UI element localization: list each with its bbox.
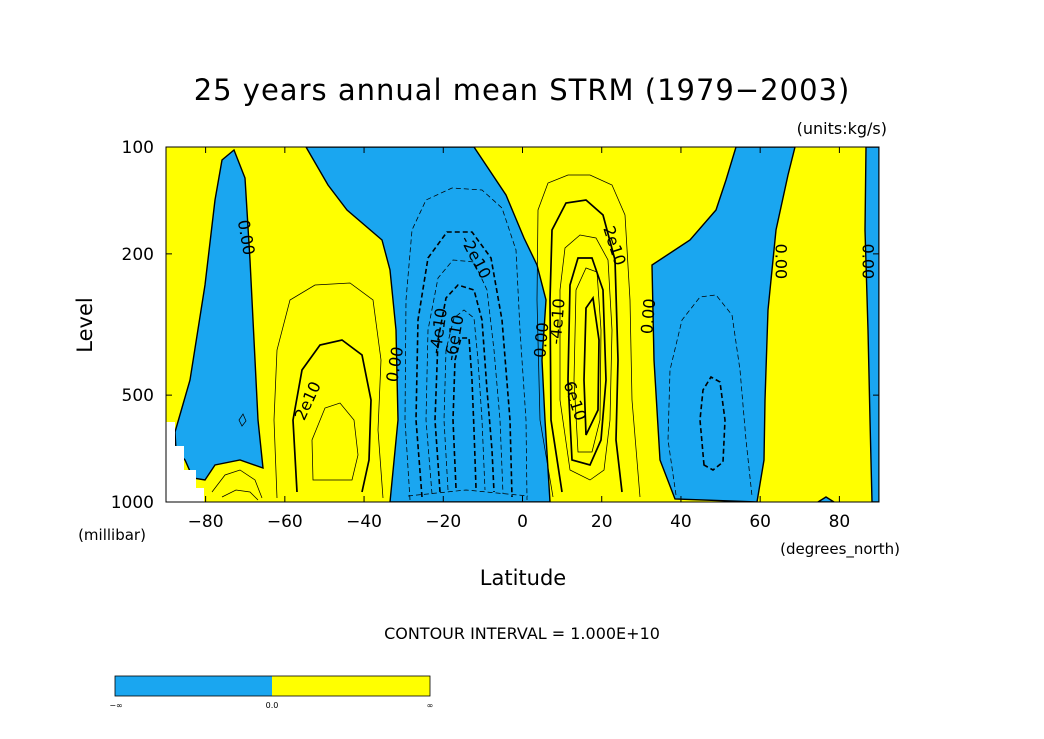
x-tick-label: −60 <box>267 512 303 532</box>
y-tick-label: 500 <box>122 386 154 406</box>
colorbar-label-neg-inf: −∞ <box>109 701 122 710</box>
colorbar-label-zero: 0.0 <box>266 701 279 710</box>
chart-title: 25 years annual mean STRM (1979−2003) <box>194 73 851 107</box>
units-note: (units:kg/s) <box>797 119 887 138</box>
x-tick-label: 80 <box>829 512 851 532</box>
x-tick-label: 0 <box>517 512 528 532</box>
positive-contour-southpolar-1 <box>211 469 263 499</box>
y-axis-label: Level <box>73 297 97 352</box>
positive-contour-north-2 <box>549 199 623 493</box>
contour-label: -4e10 <box>546 298 569 346</box>
y-tick-label: 100 <box>122 138 154 158</box>
positive-contour-southpolar-tiny <box>238 413 247 427</box>
positive-contour-north-6 <box>583 295 600 436</box>
contour-label: 0.00 <box>771 244 790 280</box>
y-tick-label: 1000 <box>111 493 154 513</box>
contour-label: 0.00 <box>530 321 552 358</box>
colorbar-frame <box>114 675 431 697</box>
positive-contour-south-2 <box>292 339 372 493</box>
positive-contour-north-1 <box>536 174 641 498</box>
negative-contour-south-6 <box>452 337 477 489</box>
plot-area <box>166 147 879 502</box>
positive-contour-south-1 <box>273 282 384 499</box>
x-axis-label: Latitude <box>480 566 566 590</box>
y-tick-label: 200 <box>122 245 154 265</box>
negative-contour-south-2 <box>415 231 513 498</box>
negative-contour-surface-1 <box>407 489 529 497</box>
colorbar-negative-segment <box>115 676 272 696</box>
negative-contour-south-3 <box>425 259 504 495</box>
positive-contour-north-3 <box>559 234 613 481</box>
x-tick-label: 60 <box>749 512 771 532</box>
y-axis-units: (millibar) <box>78 526 146 544</box>
contour-label: 0.00 <box>859 244 878 280</box>
colorbar: −∞ 0.0 ∞ <box>109 675 434 710</box>
x-tick-label: −40 <box>346 512 382 532</box>
x-axis: −80 −60 −40 −20 0 20 40 60 80 <box>188 147 851 532</box>
colorbar-label-pos-inf: ∞ <box>427 701 434 710</box>
positive-contour-north-4 <box>567 257 607 467</box>
y-axis: 100 200 500 1000 <box>111 138 879 513</box>
missing-data-area <box>166 422 204 502</box>
colorbar-positive-segment <box>272 676 430 696</box>
positive-contour-southpolar-2 <box>221 489 259 501</box>
contour-interval-label: CONTOUR INTERVAL = 1.000E+10 <box>384 624 660 643</box>
x-tick-label: −20 <box>425 512 461 532</box>
x-tick-label: 20 <box>591 512 613 532</box>
negative-contour-south-4 <box>434 284 495 493</box>
positive-contour-south-3 <box>311 402 359 481</box>
x-axis-units: (degrees_north) <box>780 540 900 559</box>
negative-contour-south-1 <box>404 187 528 501</box>
negative-contour-north-1 <box>667 294 753 497</box>
negative-region-surface-patch <box>816 496 836 502</box>
negative-contour-north-2 <box>699 375 726 471</box>
contour-label: 0.00 <box>637 298 659 335</box>
negative-region-northern-midlatitudes <box>651 147 796 502</box>
negative-contour-south-5 <box>443 309 486 491</box>
negative-region-north-polar <box>864 147 879 502</box>
x-tick-label: 40 <box>670 512 692 532</box>
x-tick-label: −80 <box>188 512 224 532</box>
